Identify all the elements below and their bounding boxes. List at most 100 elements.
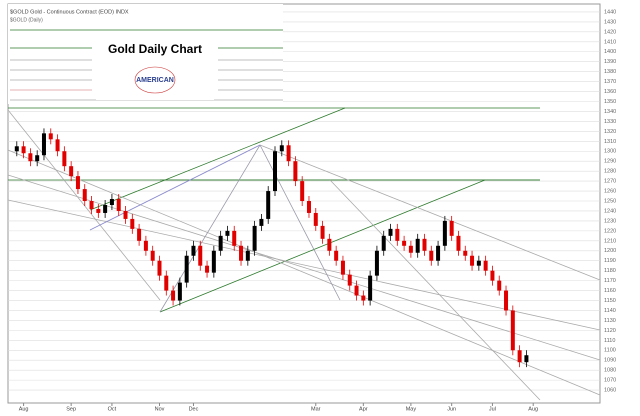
candle-body [327, 238, 332, 251]
candle-body [463, 250, 468, 256]
y-tick-label: 1430 [604, 19, 616, 25]
x-tick-label: Dec [189, 406, 199, 412]
trendlines [7, 107, 601, 401]
candle-body [408, 245, 413, 253]
candle-body [41, 133, 46, 156]
candles [14, 128, 529, 368]
y-tick-label: 1150 [604, 298, 616, 304]
candle-body [306, 201, 311, 213]
y-tick-label: 1310 [604, 139, 616, 145]
header-lines [10, 29, 283, 101]
candle-body [177, 282, 182, 301]
y-tick-label: 1280 [604, 169, 616, 175]
candle-body [184, 255, 189, 283]
y-tick-label: 1180 [604, 268, 616, 274]
candle-body [35, 155, 40, 162]
y-tick-label: 1170 [604, 278, 616, 284]
candle-body [205, 265, 210, 273]
candle-body [211, 250, 216, 273]
y-tick-label: 1140 [604, 308, 616, 314]
candle-body [361, 295, 366, 301]
candle-body [89, 201, 94, 209]
y-tick-label: 1320 [604, 129, 616, 135]
x-tick-label: Sep [66, 406, 76, 412]
candle-body [198, 245, 203, 266]
y-tick-label: 1390 [604, 59, 616, 65]
candle-body [103, 204, 108, 213]
candle-body [293, 161, 298, 182]
y-tick-label: 1220 [604, 228, 616, 234]
candle-body [171, 290, 176, 301]
y-tick-label: 1400 [604, 49, 616, 55]
y-tick-label: 1270 [604, 179, 616, 185]
candle-body [130, 218, 135, 229]
candle-body [517, 350, 522, 363]
candle-body [470, 255, 475, 266]
candle-body [388, 228, 393, 236]
candle-body [497, 280, 502, 291]
candle-body [381, 235, 386, 251]
candle-body [143, 240, 148, 251]
y-tick-label: 1160 [604, 288, 616, 294]
x-tick-label: May [406, 406, 417, 412]
candle-body [354, 285, 359, 296]
candle-body [14, 146, 19, 152]
y-tick-label: 1340 [604, 109, 616, 115]
candle-body [456, 235, 461, 251]
y-tick-label: 1380 [604, 69, 616, 75]
x-tick-label: Oct [108, 406, 117, 412]
y-tick-label: 1110 [604, 338, 615, 344]
candle-body [239, 245, 244, 261]
candle-body [347, 274, 352, 286]
x-tick-label: Apr [359, 406, 368, 412]
candle-body [191, 245, 196, 256]
candle-body [116, 199, 121, 211]
y-tick-label: 1260 [604, 189, 616, 195]
chart-title: Gold Daily Chart [108, 42, 202, 56]
candle-body [320, 225, 325, 239]
y-tick-label: 1200 [604, 248, 616, 254]
candle-body [69, 166, 74, 177]
y-tick-label: 1070 [604, 378, 616, 384]
candle-body [504, 290, 509, 311]
x-tick-label: Aug [528, 406, 538, 412]
y-tick-label: 1130 [604, 318, 616, 324]
logo [134, 66, 176, 94]
x-tick-label: Nov [155, 406, 165, 412]
logo-text: AMERICAN [136, 77, 174, 84]
y-tick-label: 1290 [604, 159, 616, 165]
candle-body [225, 230, 230, 236]
candle-body [402, 240, 407, 246]
candle-body [313, 212, 318, 226]
candle-body [374, 250, 379, 276]
candle-body [476, 260, 481, 266]
y-tick-label: 1230 [604, 218, 616, 224]
y-tick-label: 1100 [604, 348, 616, 354]
candle-body [490, 270, 495, 281]
y-tick-label: 1060 [604, 388, 616, 394]
candle-body [422, 238, 427, 251]
y-tick-label: 1210 [604, 238, 616, 244]
header: $GOLD Gold - Continuous Contract (EOD) I… [10, 9, 129, 15]
candle-body [252, 225, 257, 251]
y-tick-label: 1190 [604, 258, 616, 264]
candle-body [96, 208, 101, 213]
x-tick-label: Mar [311, 406, 321, 412]
candle-body [340, 260, 345, 275]
candle-body [21, 146, 26, 154]
x-tick-label: Jul [489, 406, 496, 412]
candle-body [232, 230, 237, 246]
candle-body [395, 228, 400, 241]
candle-body [415, 238, 420, 253]
candle-body [48, 133, 53, 140]
y-tick-label: 1240 [604, 208, 616, 214]
candle-body [218, 235, 223, 251]
y-tick-label: 1300 [604, 149, 616, 155]
candle-body [483, 260, 488, 271]
candle-body [510, 310, 515, 351]
candle-body [279, 145, 284, 152]
candle-body [368, 275, 373, 301]
candle-body [266, 191, 271, 219]
y-tick-label: 1330 [604, 119, 616, 125]
candle-body [442, 220, 447, 246]
